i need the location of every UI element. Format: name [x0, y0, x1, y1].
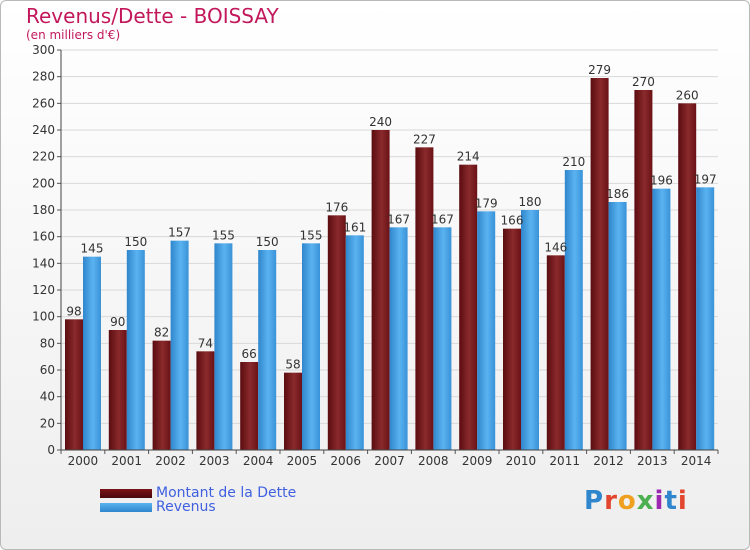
bar-revenue	[302, 243, 320, 450]
bar-revenue-value-label: 145	[81, 242, 104, 256]
bar-revenue	[652, 188, 671, 450]
bar-revenue-value-label: 150	[256, 235, 279, 249]
bar-revenue-value-label: 150	[124, 235, 147, 249]
x-tick-label: 2001	[111, 454, 142, 468]
bar-debt-value-label: 240	[369, 115, 392, 129]
y-tick-label: 40	[40, 390, 55, 404]
bar-debt-value-label: 66	[242, 347, 257, 361]
bar-debt	[415, 147, 434, 451]
y-tick-label: 100	[32, 310, 55, 324]
bar-debt	[590, 78, 609, 450]
y-tick-label: 80	[40, 336, 55, 350]
y-tick-label: 300	[32, 43, 55, 57]
y-tick-label: 220	[32, 150, 55, 164]
bar-debt	[678, 103, 697, 450]
y-tick-label: 180	[32, 203, 55, 217]
bar-debt-value-label: 260	[676, 88, 699, 102]
y-tick-label: 280	[32, 70, 55, 84]
y-tick-label: 0	[47, 443, 55, 457]
x-tick-label: 2010	[506, 454, 537, 468]
bar-revenue	[170, 240, 189, 450]
x-tick-label: 2006	[330, 454, 361, 468]
bar-revenue	[477, 211, 496, 450]
bar-revenue	[126, 250, 145, 450]
x-tick-label: 2007	[374, 454, 405, 468]
x-tick-label: 2012	[593, 454, 624, 468]
bar-debt	[371, 130, 390, 450]
bar-debt	[240, 362, 259, 450]
bar-revenue-value-label: 196	[650, 174, 673, 188]
chart-subtitle: (en milliers d'€)	[26, 28, 121, 42]
bar-revenue	[83, 256, 101, 450]
x-tick-label: 2000	[68, 454, 99, 468]
x-tick-label: 2013	[637, 454, 668, 468]
bar-debt	[65, 319, 83, 450]
y-tick-label: 260	[32, 96, 55, 110]
bar-revenue	[564, 170, 583, 450]
bar-debt	[196, 351, 215, 450]
bar-revenue	[345, 235, 364, 450]
x-tick-label: 2002	[155, 454, 186, 468]
bar-debt-value-label: 166	[501, 214, 524, 228]
bar-revenue	[696, 187, 715, 451]
legend-swatch-debt	[100, 489, 152, 498]
chart-title: Revenus/Dette - BOISSAY	[26, 4, 279, 28]
legend-label-debt: Montant de la Dette	[156, 485, 297, 501]
x-tick-label: 2003	[199, 454, 230, 468]
bar-debt-value-label: 74	[198, 336, 213, 350]
bar-debt-value-label: 279	[588, 63, 611, 77]
bar-debt-value-label: 227	[413, 132, 436, 146]
bar-revenue-value-label: 186	[606, 187, 629, 201]
x-tick-label: 2009	[462, 454, 493, 468]
x-tick-label: 2004	[243, 454, 274, 468]
bar-debt	[503, 228, 521, 450]
bar-debt-value-label: 90	[110, 315, 125, 329]
bar-revenue	[433, 227, 452, 450]
bar-debt-value-label: 270	[632, 75, 655, 89]
bar-revenue	[608, 202, 627, 450]
bar-revenue-value-label: 155	[300, 228, 323, 242]
y-tick-label: 160	[32, 230, 55, 244]
y-tick-label: 120	[32, 283, 55, 297]
bar-debt-value-label: 58	[285, 358, 300, 372]
y-tick-label: 20	[40, 416, 55, 430]
bar-revenue-value-label: 161	[343, 220, 366, 234]
legend-label-revenue: Revenus	[156, 499, 216, 515]
bar-revenue-value-label: 197	[694, 172, 717, 186]
bar-revenue	[258, 250, 277, 450]
x-tick-label: 2008	[418, 454, 449, 468]
bar-revenue	[389, 227, 408, 450]
bar-debt-value-label: 176	[325, 200, 348, 214]
proxiti-logo: Proxiti	[584, 486, 688, 516]
bar-revenue	[214, 243, 233, 450]
y-tick-label: 140	[32, 256, 55, 270]
x-tick-label: 2011	[549, 454, 580, 468]
bar-revenue-value-label: 157	[168, 226, 191, 240]
bar-debt	[284, 372, 302, 450]
x-tick-label: 2005	[287, 454, 318, 468]
bar-revenue-value-label: 179	[475, 196, 498, 210]
bar-debt	[634, 90, 653, 450]
bar-debt-value-label: 146	[544, 240, 567, 254]
bar-revenue-value-label: 167	[387, 212, 410, 226]
bar-revenue-value-label: 167	[431, 212, 454, 226]
bar-debt	[327, 215, 346, 450]
bar-debt	[152, 340, 171, 450]
bar-debt-value-label: 98	[66, 304, 81, 318]
y-tick-label: 240	[32, 123, 55, 137]
bar-revenue	[521, 210, 539, 450]
bar-debt	[546, 255, 565, 450]
bar-debt-value-label: 82	[154, 326, 169, 340]
y-tick-label: 60	[40, 363, 55, 377]
bar-debt-value-label: 214	[457, 150, 480, 164]
bar-revenue-value-label: 155	[212, 228, 235, 242]
bar-debt	[108, 330, 127, 450]
legend-swatch-revenue	[100, 503, 152, 512]
bar-revenue-value-label: 180	[519, 195, 542, 209]
y-tick-label: 200	[32, 176, 55, 190]
bar-revenue-value-label: 210	[562, 155, 585, 169]
x-tick-label: 2014	[681, 454, 712, 468]
bar-debt	[459, 164, 478, 450]
